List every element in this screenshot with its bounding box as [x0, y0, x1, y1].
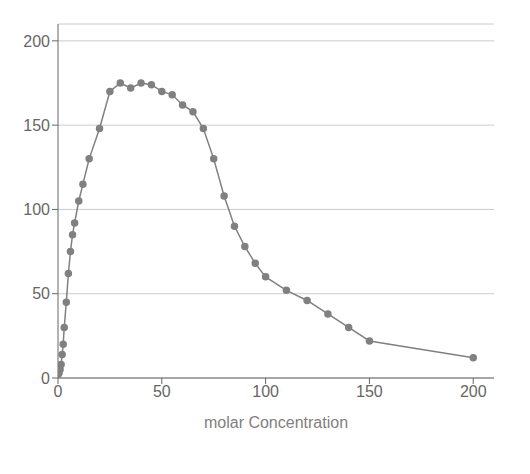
svg-text:150: 150	[356, 383, 383, 400]
svg-text:100: 100	[252, 383, 279, 400]
svg-text:50: 50	[32, 285, 50, 302]
svg-text:200: 200	[460, 383, 487, 400]
svg-text:0: 0	[54, 383, 63, 400]
svg-text:150: 150	[23, 117, 50, 134]
svg-text:100: 100	[23, 201, 50, 218]
svg-text:50: 50	[153, 383, 171, 400]
svg-text:molar Concentration: molar Concentration	[204, 414, 348, 431]
svg-text:0: 0	[41, 370, 50, 387]
svg-text:200: 200	[23, 33, 50, 50]
